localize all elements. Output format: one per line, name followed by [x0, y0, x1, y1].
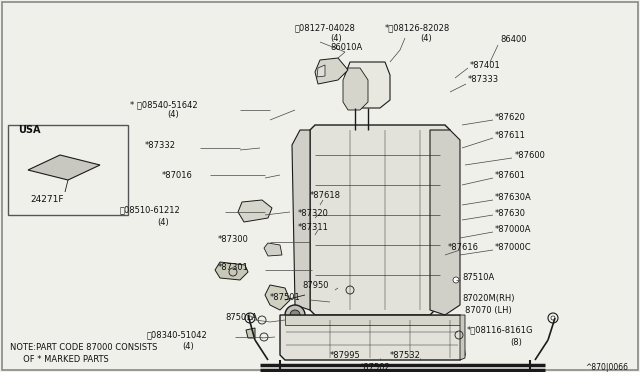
Polygon shape	[246, 328, 255, 338]
Text: 86010A: 86010A	[330, 44, 362, 52]
Text: Ⓝ08510-61212: Ⓝ08510-61212	[120, 205, 180, 215]
Text: *87601: *87601	[495, 170, 526, 180]
Polygon shape	[238, 200, 272, 222]
Polygon shape	[460, 315, 465, 360]
Text: *87333: *87333	[468, 76, 499, 84]
Polygon shape	[317, 65, 325, 77]
Text: *87600: *87600	[515, 151, 546, 160]
Text: *87611: *87611	[495, 131, 526, 140]
Text: *87616: *87616	[448, 244, 479, 253]
Text: *87502: *87502	[360, 363, 391, 372]
Text: (4): (4)	[167, 110, 179, 119]
Text: *87630: *87630	[495, 208, 526, 218]
Polygon shape	[285, 315, 460, 325]
Text: (8): (8)	[510, 337, 522, 346]
Text: *87501: *87501	[270, 294, 301, 302]
Polygon shape	[215, 262, 248, 280]
Text: *87630A: *87630A	[495, 193, 532, 202]
Polygon shape	[345, 62, 390, 108]
Text: *87300: *87300	[218, 235, 249, 244]
Text: (4): (4)	[420, 33, 432, 42]
Circle shape	[290, 310, 300, 320]
Text: 86400: 86400	[500, 35, 527, 45]
Polygon shape	[343, 68, 368, 110]
Text: *87995: *87995	[330, 350, 361, 359]
Text: ^870|0066: ^870|0066	[585, 363, 628, 372]
FancyBboxPatch shape	[8, 125, 128, 215]
Polygon shape	[280, 315, 465, 360]
Text: *87618: *87618	[310, 190, 341, 199]
Text: *Ⓑ08116-8161G: *Ⓑ08116-8161G	[467, 326, 534, 334]
Text: *87401: *87401	[470, 61, 500, 70]
Text: 24271F: 24271F	[30, 196, 63, 205]
Text: 87510A: 87510A	[462, 273, 494, 282]
Polygon shape	[264, 243, 282, 256]
Text: * Ⓝ08540-51642: * Ⓝ08540-51642	[130, 100, 198, 109]
Text: *87301: *87301	[218, 263, 249, 273]
Text: 87070 (LH): 87070 (LH)	[465, 305, 512, 314]
Circle shape	[453, 277, 459, 283]
Text: 87950: 87950	[302, 280, 328, 289]
Text: *87016: *87016	[162, 170, 193, 180]
Text: *87000A: *87000A	[495, 225, 531, 234]
Text: *87320: *87320	[298, 208, 329, 218]
Polygon shape	[265, 285, 290, 310]
Text: *87311: *87311	[298, 224, 329, 232]
Text: (4): (4)	[182, 343, 194, 352]
Polygon shape	[28, 155, 100, 180]
Text: NOTE:PART CODE 87000 CONSISTS: NOTE:PART CODE 87000 CONSISTS	[10, 343, 157, 353]
Circle shape	[248, 316, 252, 320]
Polygon shape	[292, 130, 310, 310]
Polygon shape	[315, 58, 348, 84]
Text: *87332: *87332	[145, 141, 176, 150]
Text: *87620: *87620	[495, 113, 526, 122]
Text: *87532: *87532	[390, 350, 421, 359]
Text: Ⓑ08127-04028: Ⓑ08127-04028	[295, 23, 356, 32]
Text: *Ⓑ08126-82028: *Ⓑ08126-82028	[385, 23, 451, 32]
Polygon shape	[430, 130, 460, 315]
Text: *87000C: *87000C	[495, 244, 532, 253]
Circle shape	[551, 316, 555, 320]
Text: (4): (4)	[157, 218, 169, 227]
Text: Ⓝ08340-51042: Ⓝ08340-51042	[147, 330, 208, 340]
Text: USA: USA	[18, 125, 40, 135]
Text: (4): (4)	[330, 33, 342, 42]
Text: OF * MARKED PARTS: OF * MARKED PARTS	[10, 356, 109, 365]
Circle shape	[285, 305, 305, 325]
Text: 87020M(RH): 87020M(RH)	[462, 294, 515, 302]
Polygon shape	[310, 125, 450, 315]
Text: 87501A: 87501A	[225, 314, 257, 323]
